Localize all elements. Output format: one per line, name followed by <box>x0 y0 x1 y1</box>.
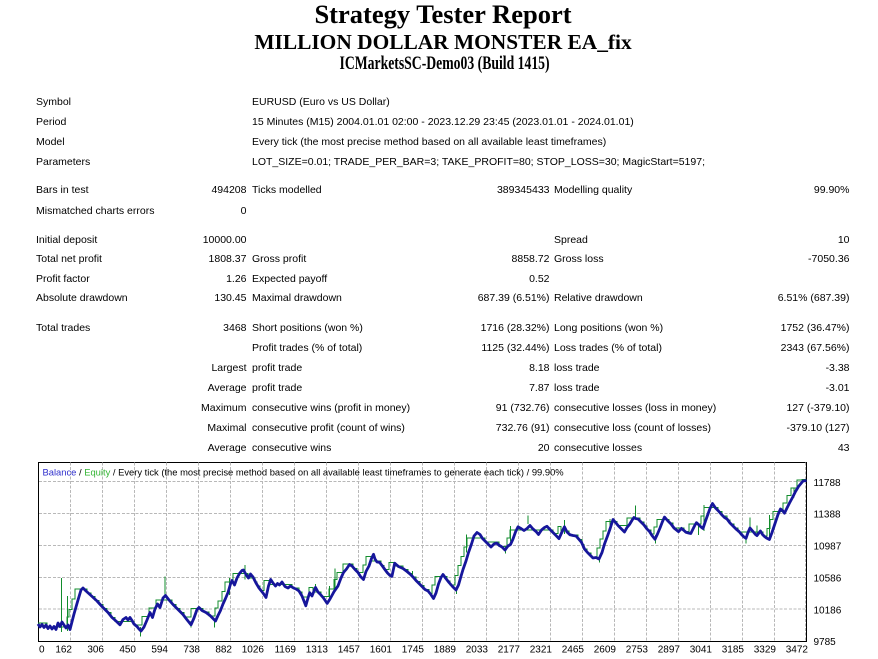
svg-text:594: 594 <box>151 645 168 656</box>
svg-text:10987: 10987 <box>814 542 842 553</box>
svg-text:10186: 10186 <box>814 605 842 616</box>
svg-text:1601: 1601 <box>370 645 393 656</box>
svg-text:2897: 2897 <box>658 645 681 656</box>
svg-text:9785: 9785 <box>814 637 837 648</box>
svg-text:1889: 1889 <box>434 645 457 656</box>
svg-text:450: 450 <box>119 645 136 656</box>
svg-text:3472: 3472 <box>786 645 809 656</box>
svg-text:1313: 1313 <box>306 645 329 656</box>
svg-text:882: 882 <box>215 645 232 656</box>
svg-text:2177: 2177 <box>498 645 521 656</box>
svg-text:2465: 2465 <box>562 645 585 656</box>
svg-text:11388: 11388 <box>814 510 842 521</box>
svg-text:2033: 2033 <box>466 645 489 656</box>
svg-text:Balance / Equity / Every tick: Balance / Equity / Every tick (the most … <box>43 467 564 478</box>
svg-text:3041: 3041 <box>690 645 713 656</box>
svg-text:3329: 3329 <box>754 645 777 656</box>
svg-text:1169: 1169 <box>274 645 296 656</box>
svg-text:2753: 2753 <box>626 645 649 656</box>
svg-text:3185: 3185 <box>722 645 745 656</box>
svg-text:306: 306 <box>87 645 104 656</box>
svg-text:1457: 1457 <box>338 645 361 656</box>
svg-text:1745: 1745 <box>402 645 425 656</box>
svg-text:2321: 2321 <box>530 645 553 656</box>
svg-text:10586: 10586 <box>814 574 842 585</box>
svg-text:2609: 2609 <box>594 645 617 656</box>
svg-text:738: 738 <box>183 645 200 656</box>
svg-text:0: 0 <box>39 645 45 656</box>
svg-text:162: 162 <box>55 645 72 656</box>
svg-text:1026: 1026 <box>242 645 265 656</box>
svg-text:11788: 11788 <box>814 478 842 489</box>
